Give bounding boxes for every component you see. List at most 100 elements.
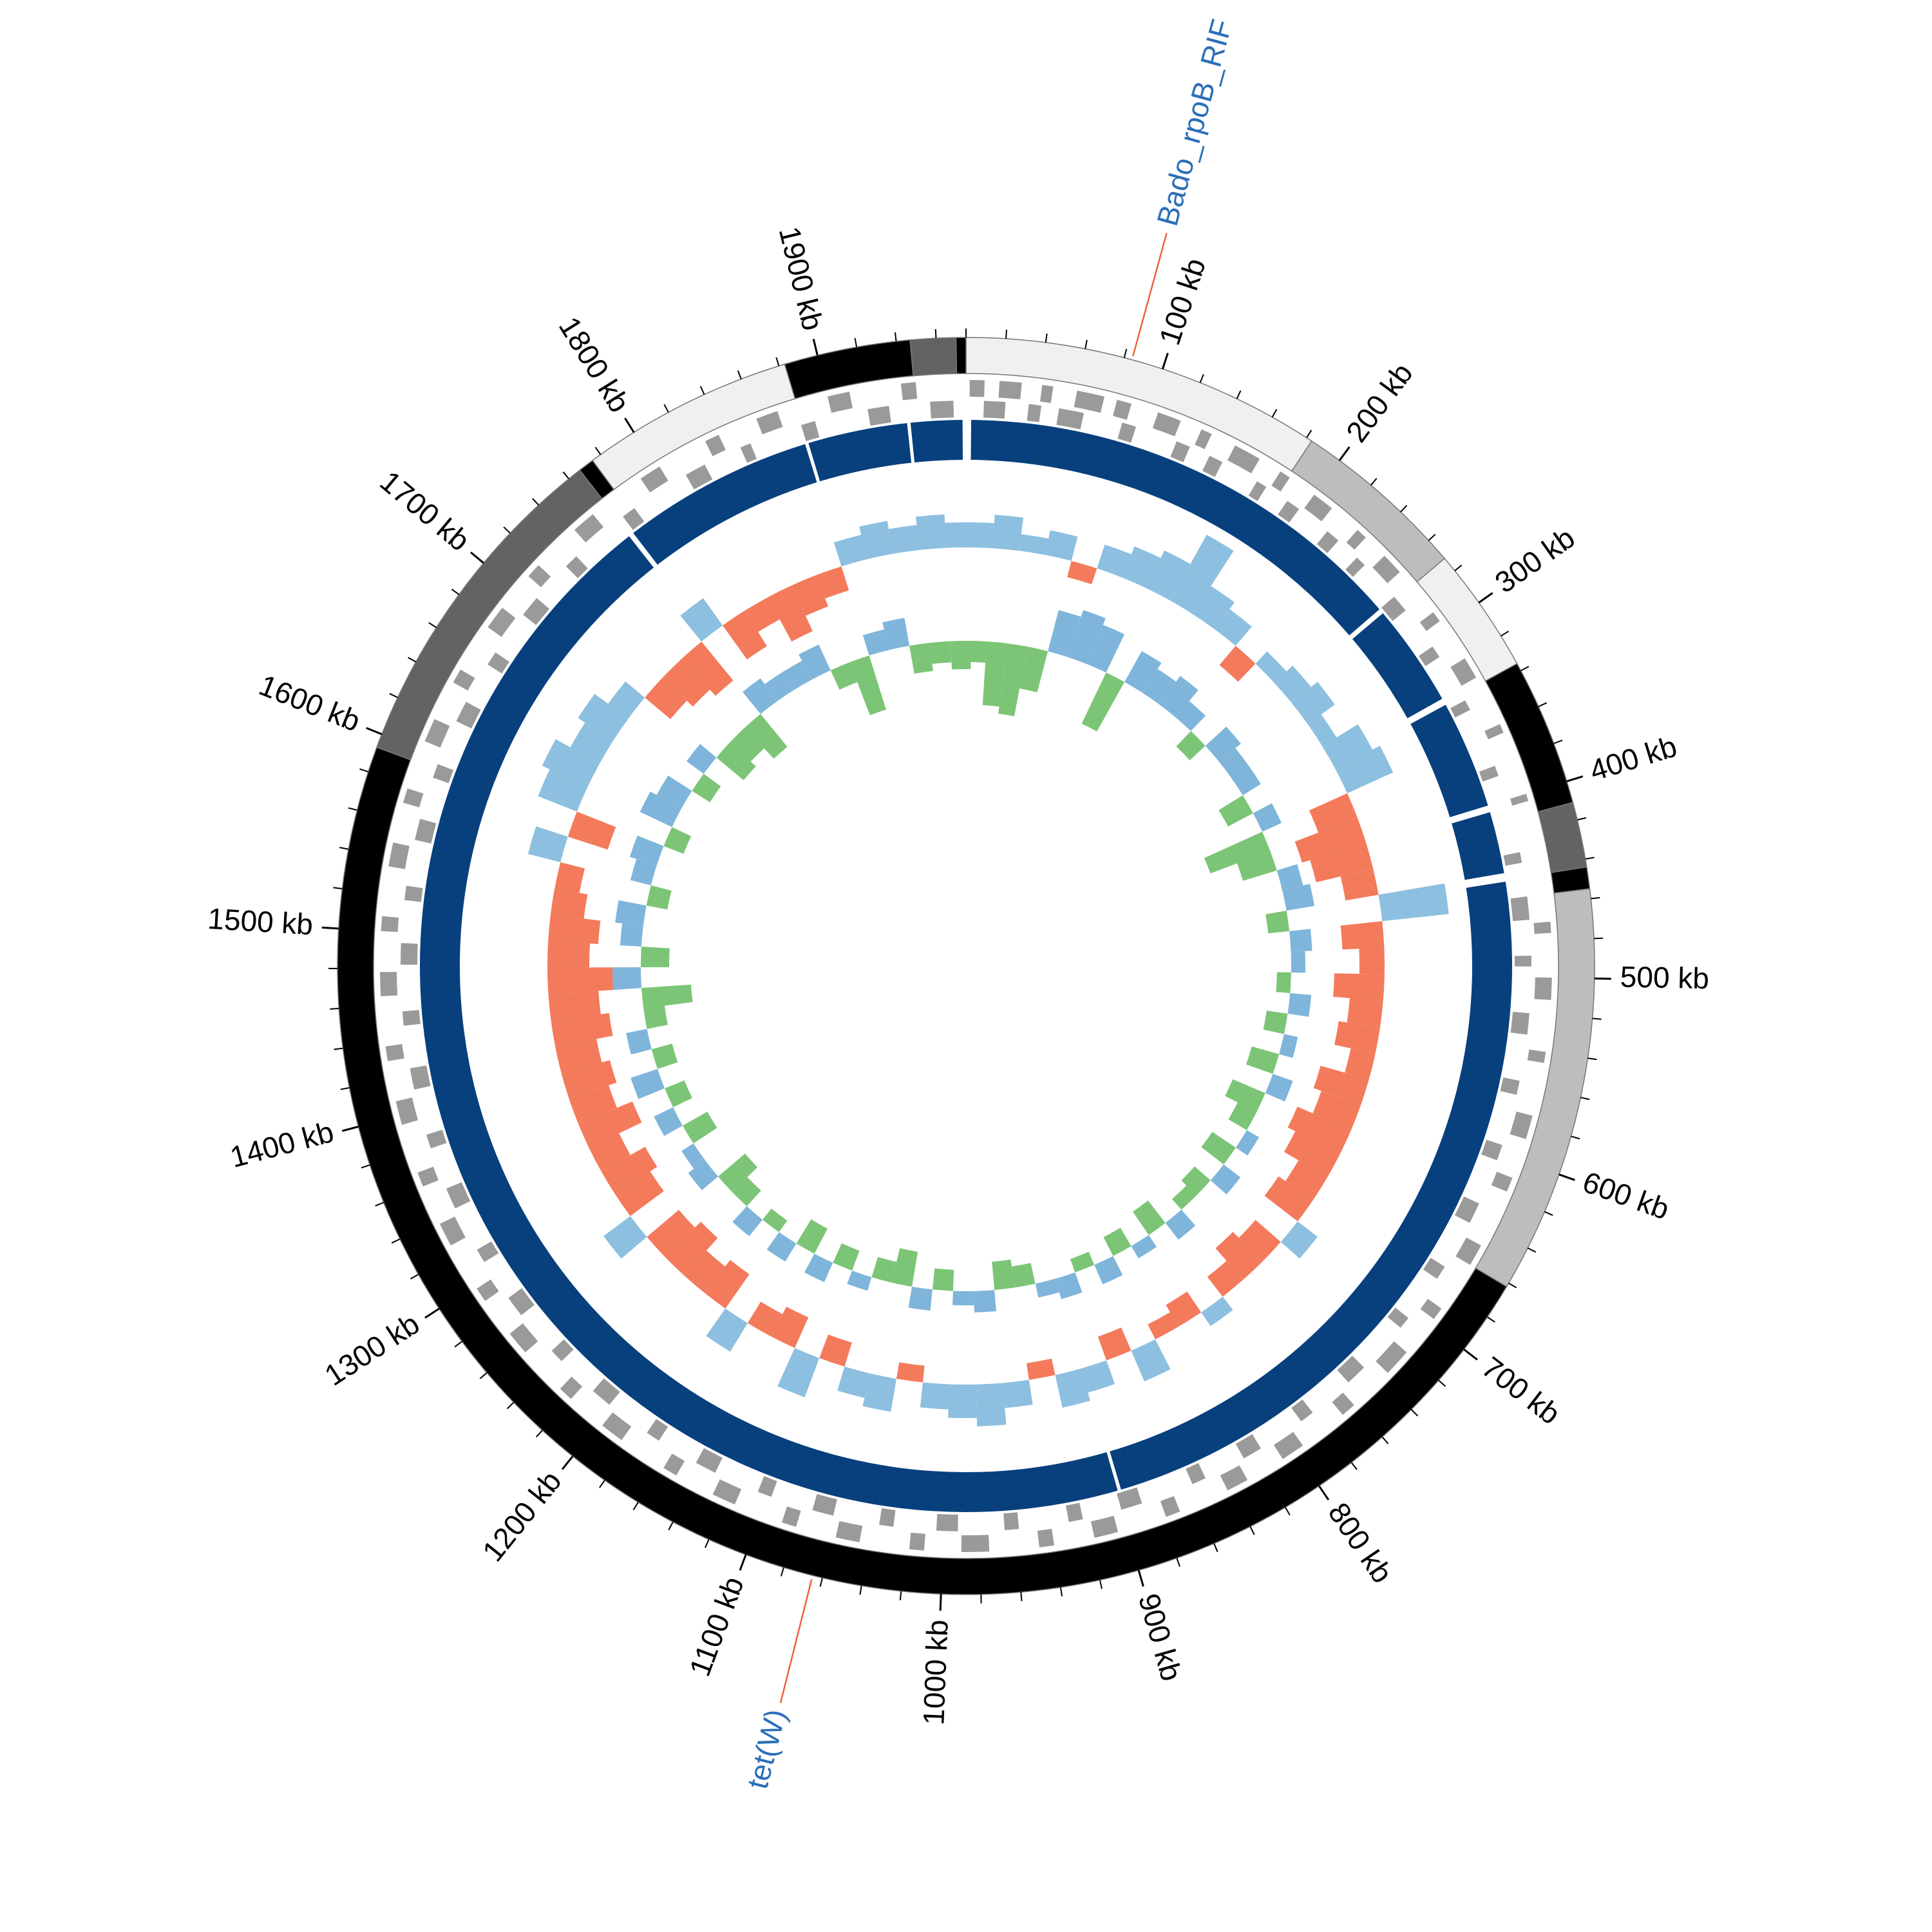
gc-skew-bar (909, 643, 933, 674)
minor-tick (408, 657, 417, 663)
gc-content-bar (1274, 665, 1311, 703)
gene (1220, 1465, 1248, 1491)
minor-tick (1271, 409, 1278, 418)
gc-content-bar (1193, 585, 1235, 630)
gene (528, 565, 551, 587)
gc-content-bar (1238, 1220, 1281, 1262)
gene (1533, 922, 1551, 934)
gene (1510, 896, 1530, 922)
gene (1534, 977, 1552, 1000)
gene (508, 1288, 535, 1316)
gene (1450, 658, 1477, 686)
gene (1372, 555, 1400, 583)
gc-content-bar (1264, 1176, 1314, 1222)
gene (1160, 1495, 1180, 1517)
minor-tick (899, 1591, 902, 1600)
gc-content-bar (833, 535, 867, 567)
gene (551, 1339, 574, 1361)
gene (388, 842, 410, 869)
gene (1527, 1049, 1546, 1063)
gene (1418, 646, 1440, 667)
gc-content-bar (1255, 651, 1287, 683)
gc-skew-bar (1055, 1272, 1083, 1300)
gc-content-bar (706, 1308, 748, 1352)
gc-content-bar (948, 1384, 977, 1418)
gene (812, 1493, 837, 1516)
gc-content-bar (819, 1334, 852, 1367)
minor-tick (361, 1164, 370, 1169)
gc-skew-bar (744, 714, 788, 759)
gc-content-bar (1335, 745, 1394, 793)
gc-content-bar (1207, 1260, 1244, 1297)
gc-content-bar (889, 525, 920, 554)
minor-tick (1199, 374, 1204, 383)
gene (1039, 384, 1054, 403)
minor-tick (1594, 937, 1604, 940)
gc-skew-bar (1087, 625, 1124, 673)
minor-tick (1544, 1211, 1553, 1216)
minor-tick (775, 357, 780, 366)
gene (1387, 1307, 1409, 1328)
gene (983, 401, 1006, 419)
gene (1056, 408, 1084, 430)
gc-content-bar (1285, 1160, 1328, 1200)
gc-content-bar (896, 1362, 925, 1383)
major-tick (739, 1554, 747, 1571)
major-tick (1161, 352, 1169, 370)
gene (663, 1454, 685, 1476)
gc-content-bar (1345, 1048, 1376, 1080)
major-tick (1338, 446, 1350, 461)
gc-skew-bar (718, 1153, 758, 1192)
gene (404, 886, 423, 902)
gene (685, 464, 713, 490)
gc-content-bar (770, 1306, 809, 1349)
minor-tick (454, 1341, 462, 1348)
gc-skew-bar (762, 1208, 788, 1233)
major-tick (624, 417, 635, 433)
gc-skew-bar (1236, 851, 1277, 881)
minor-tick (1520, 665, 1530, 672)
gene (1337, 1356, 1365, 1383)
hit-segment (1110, 882, 1512, 1490)
gc-skew-bar (891, 1248, 918, 1287)
gene (381, 916, 399, 933)
gc-content-bar (554, 862, 585, 893)
gc-content-bar (1081, 1360, 1115, 1393)
gc-content-bar (601, 1146, 658, 1195)
major-tick (1478, 592, 1493, 604)
gene (574, 514, 604, 543)
gc-skew-bar (1225, 1079, 1265, 1112)
gc-content-bar (662, 659, 710, 707)
gc-skew-bar (1265, 1074, 1293, 1102)
major-tick (939, 1594, 942, 1611)
gene (1117, 1487, 1142, 1510)
gc-content-bar (551, 1013, 613, 1047)
gc-skew-bar (929, 641, 952, 664)
gc-skew-bar (871, 1256, 897, 1283)
major-tick (812, 339, 819, 356)
gc-skew-bar (992, 1259, 1016, 1291)
gc-skew-bar (1131, 1235, 1157, 1258)
gc-skew-bar (1204, 831, 1271, 874)
gc-content-bar (1170, 535, 1234, 614)
gc-skew-bar (1159, 676, 1198, 717)
gene (439, 1217, 466, 1245)
gc-skew-bar (1276, 864, 1303, 891)
gc-content-bar (547, 967, 616, 994)
major-tick (1566, 775, 1584, 782)
gc-skew-bar (612, 967, 642, 990)
major-tick (424, 1307, 440, 1319)
gene (1304, 495, 1332, 522)
minor-tick (632, 1502, 639, 1511)
gene (879, 1508, 896, 1527)
hit-segment (633, 444, 817, 565)
gc-content-bar (1334, 1021, 1380, 1054)
gene (1273, 1432, 1303, 1459)
gc-skew-bar (641, 984, 693, 1009)
gc-skew-bar (1218, 748, 1249, 779)
gc-content-bar (1019, 534, 1049, 555)
gc-skew-bar (643, 1005, 668, 1029)
gc-content-bar (570, 722, 614, 764)
gc-content-bar (768, 585, 813, 642)
